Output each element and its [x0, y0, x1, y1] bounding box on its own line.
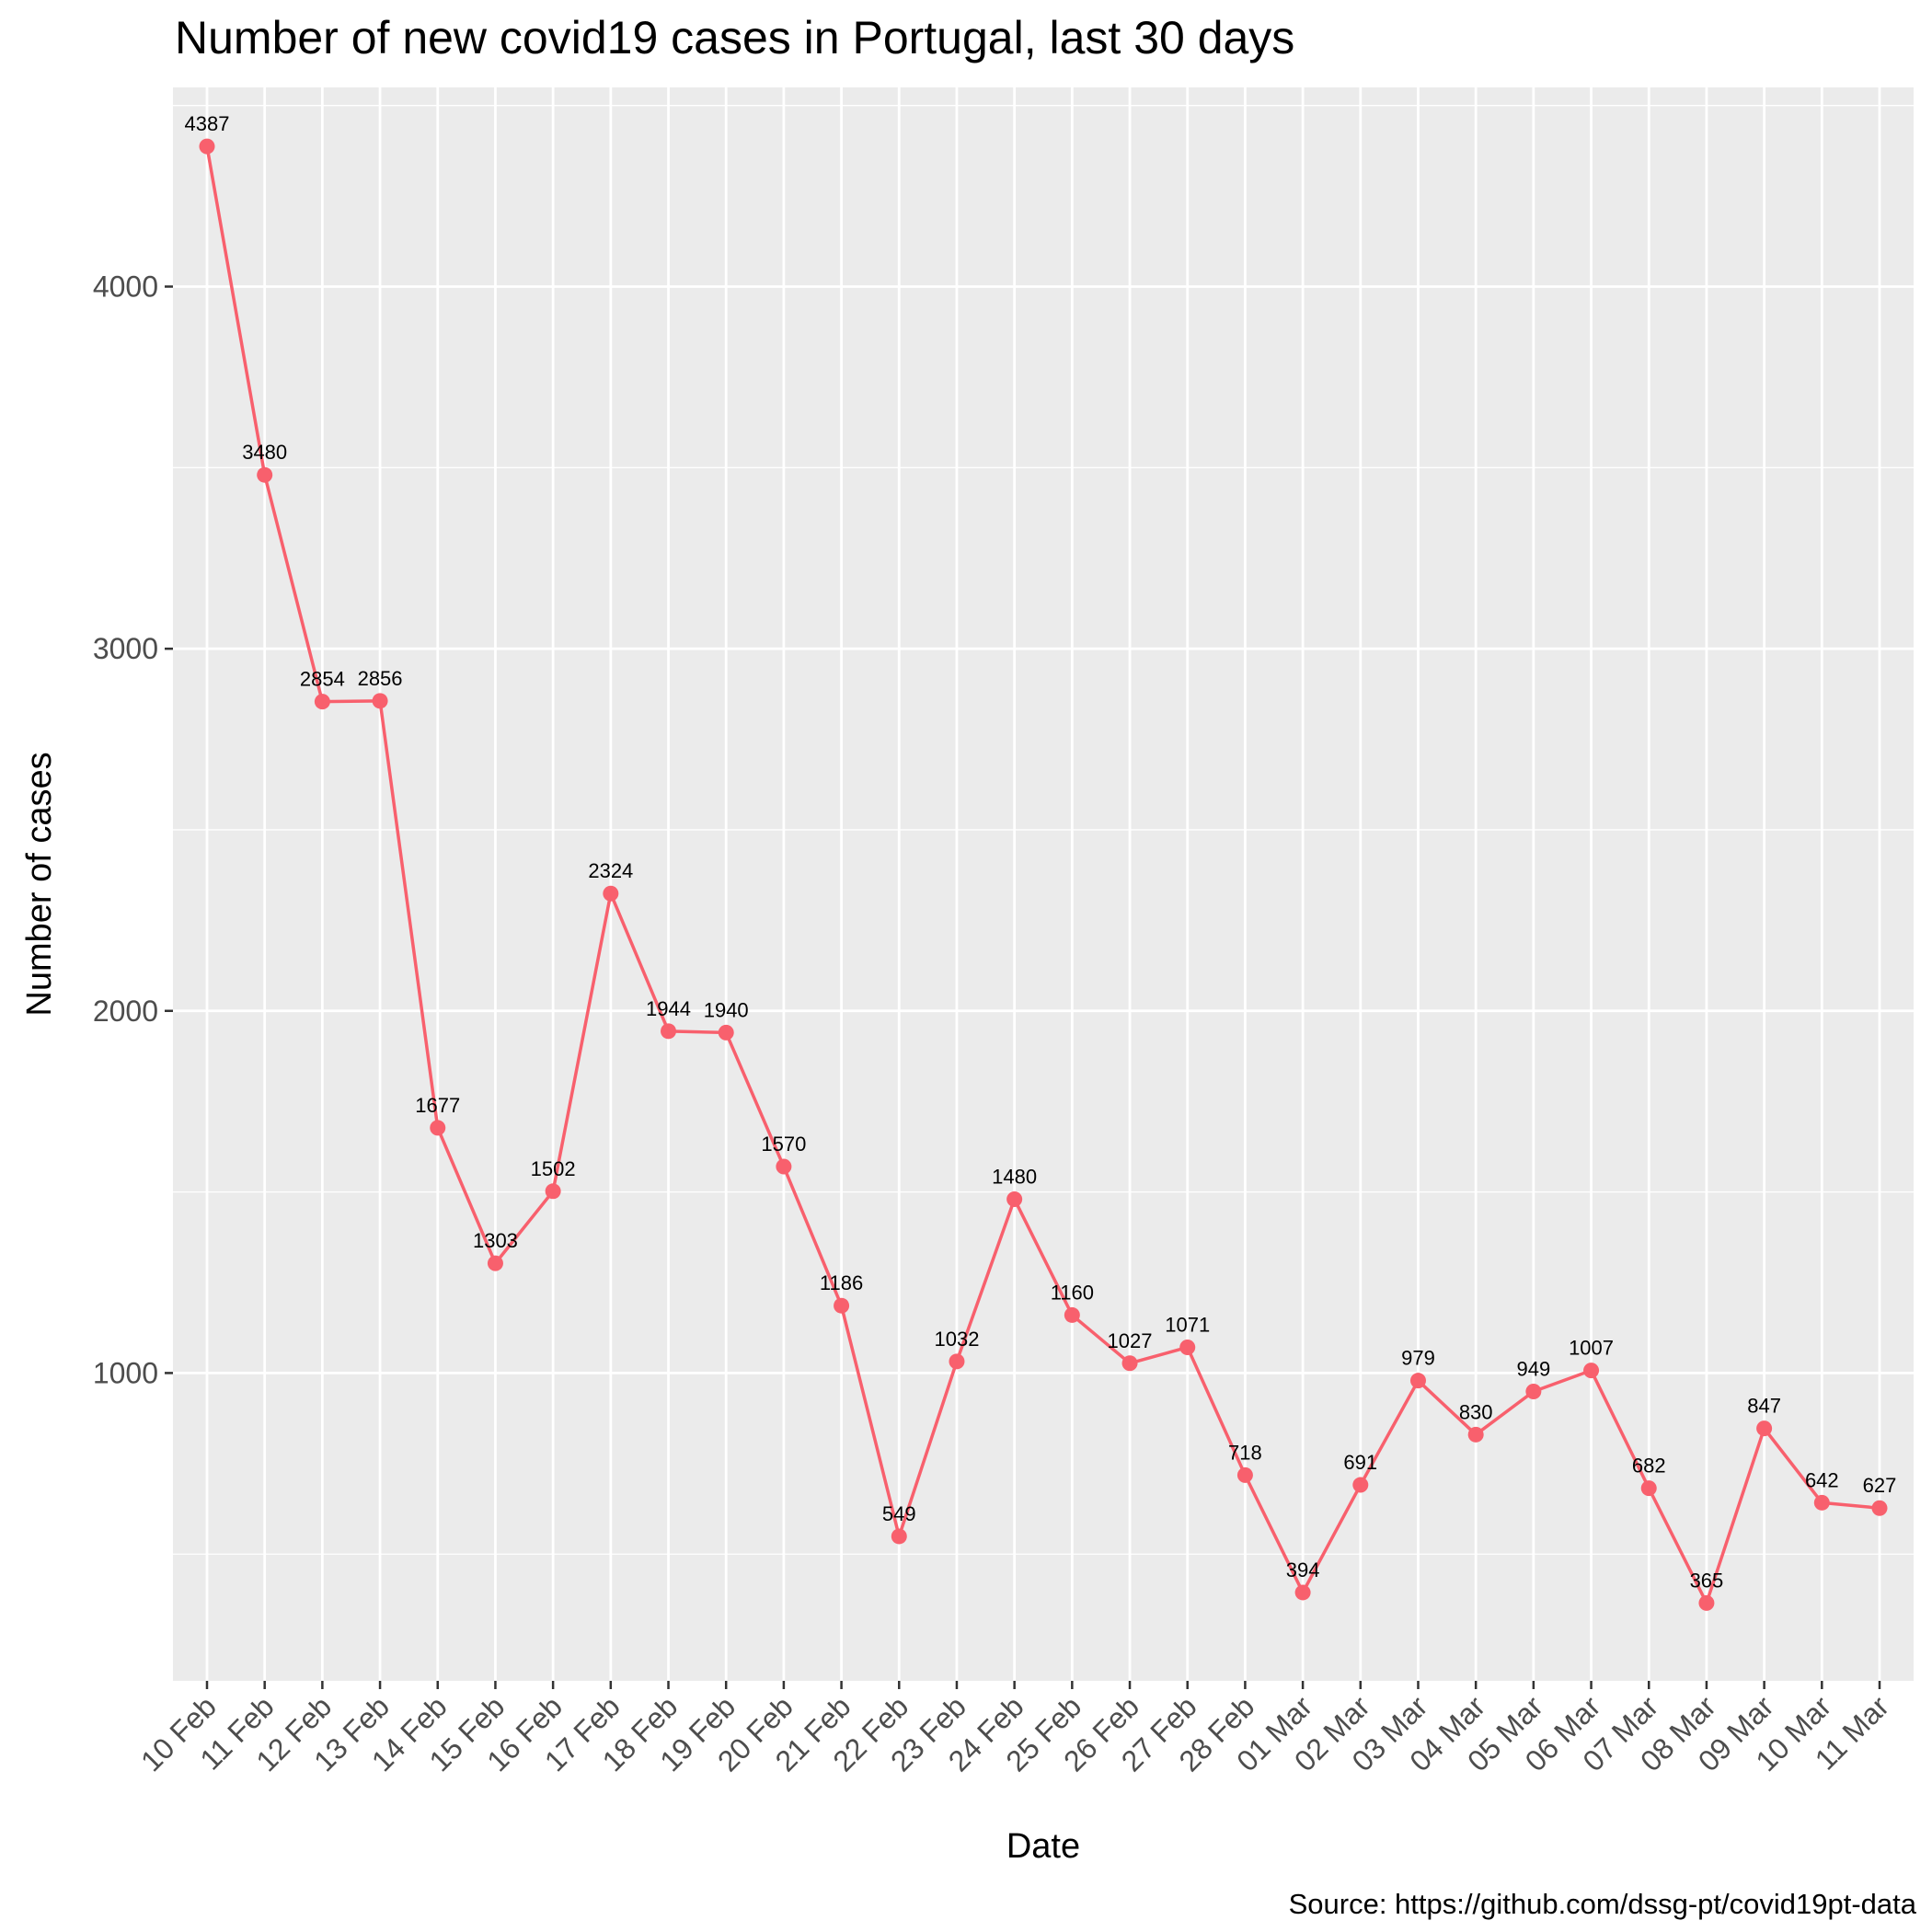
- data-point: [372, 693, 388, 709]
- data-label: 1071: [1165, 1313, 1210, 1336]
- data-point: [1006, 1190, 1023, 1207]
- y-tick-label: 1000: [93, 1356, 158, 1389]
- data-point: [1813, 1494, 1830, 1511]
- data-label: 691: [1343, 1451, 1377, 1474]
- data-label: 949: [1517, 1357, 1551, 1380]
- data-label: 1480: [992, 1165, 1037, 1188]
- data-point: [1525, 1383, 1542, 1399]
- data-point: [199, 138, 215, 155]
- data-label: 1160: [1051, 1281, 1094, 1304]
- data-point: [1871, 1500, 1888, 1516]
- series-line: [205, 145, 1880, 1605]
- data-point: [314, 694, 330, 710]
- y-tick-label: 2000: [93, 995, 158, 1028]
- grid-lines: [173, 87, 1914, 1681]
- data-point: [1064, 1306, 1080, 1323]
- data-label: 1940: [704, 998, 749, 1021]
- data-label: 1570: [761, 1133, 806, 1156]
- data-point: [1756, 1420, 1773, 1437]
- data-label: 682: [1632, 1455, 1666, 1478]
- data-points: [199, 138, 1888, 1611]
- series-new-cases: [205, 145, 1880, 1605]
- data-label: 718: [1228, 1441, 1262, 1464]
- data-point: [661, 1023, 677, 1040]
- data-label: 979: [1401, 1347, 1435, 1370]
- chart-title: Number of new covid19 cases in Portugal,…: [175, 12, 1294, 63]
- data-label: 365: [1690, 1569, 1724, 1592]
- data-point: [545, 1183, 561, 1200]
- data-label: 1677: [415, 1094, 460, 1117]
- y-axis: 1000 2000 3000 4000: [93, 270, 173, 1389]
- data-label: 847: [1747, 1395, 1781, 1418]
- data-label: 549: [882, 1502, 916, 1525]
- data-label: 1944: [646, 997, 691, 1020]
- data-point: [603, 885, 619, 902]
- data-point: [1294, 1584, 1311, 1601]
- data-label: 1502: [531, 1157, 576, 1180]
- data-label: 642: [1805, 1468, 1839, 1491]
- data-label: 2324: [588, 859, 633, 882]
- data-point: [1640, 1480, 1657, 1497]
- data-label: 2854: [300, 668, 345, 691]
- data-point: [776, 1158, 792, 1175]
- data-labels: 4387 3480 2854 2856 1677 1303 1502 2324 1944 1940…: [185, 112, 1897, 1592]
- y-axis-title: Number of cases: [20, 752, 59, 1016]
- data-label: 1186: [820, 1271, 863, 1294]
- y-tick-label: 4000: [93, 270, 158, 304]
- data-point: [718, 1024, 734, 1041]
- source-caption: Source: https://github.com/dssg-pt/covid…: [1289, 1888, 1917, 1920]
- data-point: [834, 1297, 850, 1314]
- data-point: [891, 1528, 907, 1545]
- x-axis-title: Date: [1006, 1827, 1080, 1866]
- data-point: [1409, 1373, 1426, 1389]
- data-label: 3480: [242, 441, 287, 464]
- data-point: [487, 1255, 503, 1271]
- data-point: [1121, 1355, 1138, 1372]
- data-label: 1032: [934, 1328, 979, 1351]
- data-point: [430, 1120, 446, 1136]
- data-label: 1007: [1569, 1337, 1614, 1360]
- data-point: [949, 1353, 965, 1370]
- data-label: 2856: [358, 667, 403, 690]
- data-label: 627: [1863, 1474, 1897, 1497]
- data-label: 1027: [1108, 1329, 1153, 1352]
- data-point: [1352, 1477, 1369, 1493]
- plot-panel: [173, 87, 1914, 1681]
- data-point: [1467, 1426, 1484, 1443]
- y-tick-label: 3000: [93, 632, 158, 665]
- data-point: [1583, 1363, 1600, 1379]
- data-label: 830: [1459, 1400, 1493, 1423]
- data-label: 1303: [473, 1229, 518, 1252]
- data-label: 4387: [185, 112, 230, 135]
- data-point: [257, 466, 273, 483]
- data-label: 394: [1286, 1558, 1320, 1581]
- data-point: [1236, 1466, 1253, 1483]
- data-point: [1179, 1339, 1196, 1355]
- data-point: [1698, 1594, 1715, 1611]
